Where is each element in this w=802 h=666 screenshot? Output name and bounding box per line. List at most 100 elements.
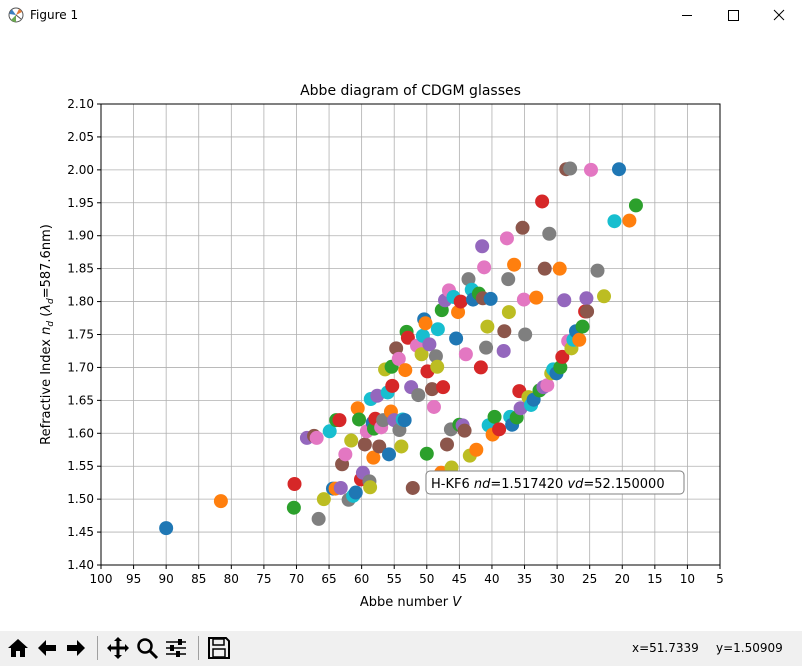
glass-point	[352, 412, 367, 427]
y-tick-label: 2.05	[67, 130, 94, 144]
glass-point	[391, 351, 406, 366]
glass-point	[419, 446, 434, 461]
zoom-icon	[137, 638, 159, 660]
x-tick-label: 10	[680, 572, 695, 586]
y-tick-label: 1.60	[67, 426, 94, 440]
glass-point	[477, 260, 492, 275]
x-tick-label: 85	[191, 572, 206, 586]
x-tick-label: 40	[484, 572, 499, 586]
pan-button[interactable]	[105, 635, 131, 661]
annotation-box	[425, 470, 685, 495]
glass-point	[580, 304, 595, 319]
glass-point	[287, 476, 302, 491]
glass-point	[496, 343, 511, 358]
glass-point	[381, 447, 396, 462]
glass-point	[411, 388, 426, 403]
glass-point	[397, 413, 412, 428]
glass-point	[555, 349, 570, 364]
forward-icon	[67, 640, 85, 656]
y-axis-label: Refractive Index nd (λd=587.6nm)	[39, 224, 56, 445]
y-tick-label: 2.00	[67, 163, 94, 177]
abbe-scatter-chart[interactable]: Abbe diagram of CDGM glasses 100 95 90 85 80…	[0, 31, 802, 631]
glass-point	[479, 340, 494, 355]
y-tick-label: 1.70	[67, 360, 94, 374]
y-tick-label: 1.90	[67, 229, 94, 243]
glass-point	[350, 401, 365, 416]
glass-point	[583, 162, 598, 177]
glass-point	[451, 305, 466, 320]
glass-point	[469, 442, 484, 457]
glass-point	[394, 439, 409, 454]
zoom-button[interactable]	[134, 635, 160, 661]
glass-point	[518, 327, 533, 342]
glass-point	[436, 380, 451, 395]
glass-point	[414, 347, 429, 362]
glass-point	[400, 330, 415, 345]
y-tick-label: 1.55	[67, 459, 94, 473]
home-icon	[8, 639, 28, 657]
x-tick-label: 50	[419, 572, 434, 586]
close-button[interactable]	[756, 0, 802, 31]
glass-point	[449, 331, 464, 346]
figure-canvas[interactable]: Abbe diagram of CDGM glasses 100 95 90 85 80…	[0, 31, 802, 631]
x-tick-label: 55	[387, 572, 402, 586]
glass-point	[428, 349, 443, 364]
glass-point	[612, 162, 627, 177]
back-icon	[38, 640, 56, 656]
glass-point	[398, 363, 413, 378]
scatter-points	[159, 161, 643, 536]
glass-point	[540, 378, 555, 393]
toolbar-separator	[198, 636, 199, 660]
glass-point	[590, 263, 605, 278]
glass-point	[622, 213, 637, 228]
glass-point	[366, 450, 381, 465]
glass-point	[501, 305, 516, 320]
glass-point	[322, 424, 337, 439]
glass-point	[516, 292, 531, 307]
glass-point	[385, 378, 400, 393]
window-titlebar: Figure 1	[0, 0, 802, 31]
glass-point	[430, 359, 445, 374]
configure-subplots-icon	[166, 639, 186, 657]
x-tick-label: 95	[126, 572, 141, 586]
toolbar-separator	[97, 636, 98, 660]
glass-point	[439, 437, 454, 452]
x-tick-label: 35	[517, 572, 532, 586]
glass-point	[309, 430, 324, 445]
home-button[interactable]	[5, 635, 31, 661]
glass-point	[483, 291, 498, 306]
cursor-x-readout: x=51.7339	[632, 641, 699, 655]
glass-point	[311, 511, 326, 526]
glass-point	[348, 485, 363, 500]
glass-point	[499, 231, 514, 246]
x-tick-label: 75	[256, 572, 271, 586]
save-button[interactable]	[206, 635, 232, 661]
glass-point	[338, 447, 353, 462]
x-tick-label: 25	[582, 572, 597, 586]
x-tick-label: 60	[354, 572, 369, 586]
configure-subplots-button[interactable]	[163, 635, 189, 661]
glass-point	[563, 161, 578, 176]
chart-title: Abbe diagram of CDGM glasses	[300, 83, 521, 99]
x-tick-label: 5	[716, 572, 724, 586]
glass-point	[357, 437, 372, 452]
minimize-icon	[682, 15, 692, 16]
glass-point	[389, 341, 404, 356]
glass-point	[537, 261, 552, 276]
y-tick-label: 1.95	[67, 196, 94, 210]
forward-button[interactable]	[63, 635, 89, 661]
glass-point	[542, 226, 557, 241]
glass-point	[457, 423, 472, 438]
y-tick-label: 1.80	[67, 295, 94, 309]
x-axis-label: Abbe number V	[360, 595, 462, 610]
glass-point	[286, 500, 301, 515]
glass-point	[628, 198, 643, 213]
x-tick-label: 20	[615, 572, 630, 586]
back-button[interactable]	[34, 635, 60, 661]
minimize-button[interactable]	[664, 0, 710, 31]
glass-point	[422, 337, 437, 352]
y-tick-label: 1.85	[67, 262, 94, 276]
maximize-button[interactable]	[710, 0, 756, 31]
x-tick-label: 30	[549, 572, 564, 586]
glass-point	[501, 272, 516, 287]
